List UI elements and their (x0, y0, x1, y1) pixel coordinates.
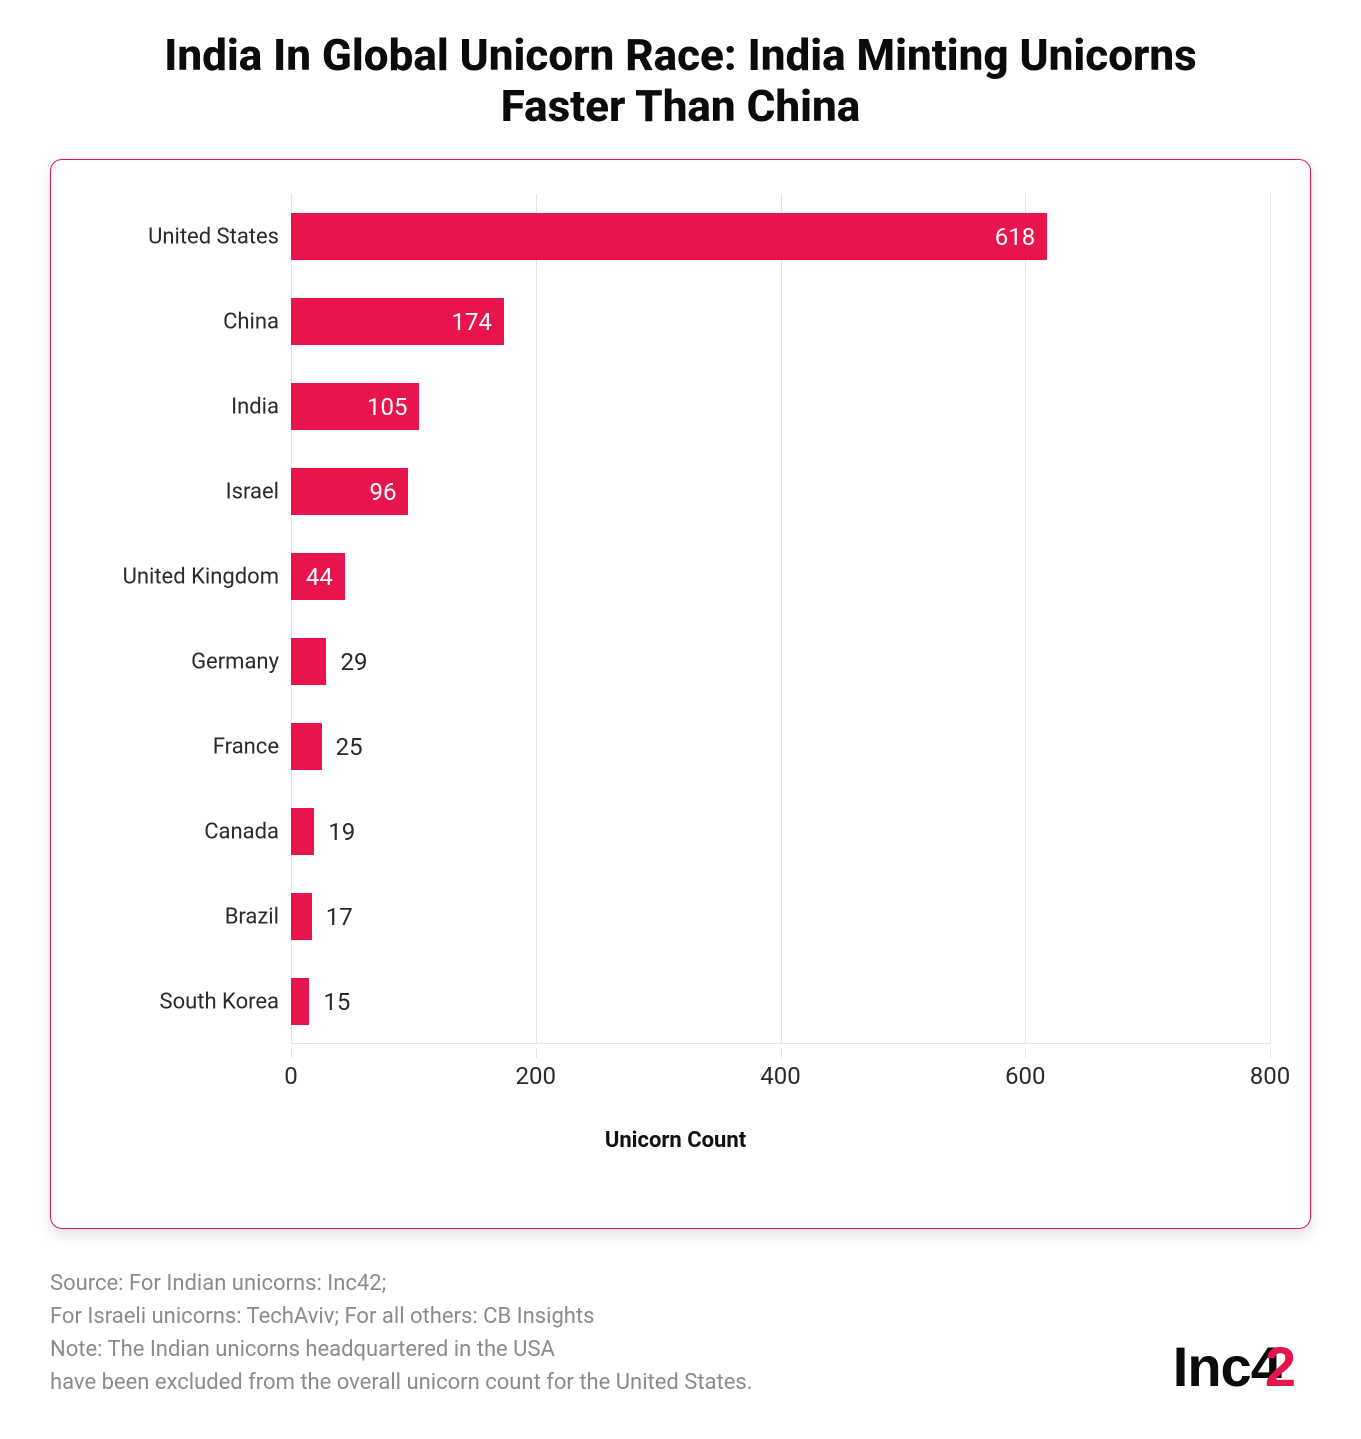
x-tick-label: 200 (516, 1062, 556, 1090)
x-tick (1025, 1048, 1026, 1058)
source-note: Source: For Indian unicorns: Inc42; For … (50, 1267, 753, 1399)
bar (291, 638, 326, 686)
y-axis-category-label: Canada (204, 819, 279, 844)
y-axis-category-label: Brazil (225, 904, 279, 929)
bar-value-label: 15 (323, 988, 350, 1016)
y-axis-category-label: Israel (226, 479, 279, 504)
plot-area-wrapper: United States China India Israel United King… (71, 194, 1280, 1114)
x-tick (536, 1048, 537, 1058)
y-axis-category-label: South Korea (160, 989, 279, 1014)
bar-value-label: 19 (328, 818, 355, 846)
y-axis-category-label: China (223, 309, 279, 334)
page-root: India In Global Unicorn Race: India Mint… (0, 0, 1361, 1439)
logo-two-wrap: 2 (1281, 1334, 1311, 1399)
x-tick-label: 600 (1005, 1062, 1045, 1090)
x-axis: 0200400600800 (291, 1044, 1270, 1114)
bar (291, 723, 322, 771)
bar-value-label: 44 (306, 563, 333, 591)
bar-value-label: 105 (367, 393, 407, 421)
bar-value-label: 96 (369, 478, 396, 506)
bar (291, 808, 314, 856)
gridline (1025, 194, 1026, 1044)
x-axis-label: Unicorn Count (71, 1128, 1280, 1153)
x-tick-label: 800 (1250, 1062, 1290, 1090)
y-axis-category-label: United States (148, 224, 279, 249)
gridline (781, 194, 782, 1044)
bar (291, 893, 312, 941)
x-tick (781, 1048, 782, 1058)
bar-value-label: 618 (995, 223, 1035, 251)
y-axis-labels: United States China India Israel United King… (71, 194, 291, 1044)
bar-value-label: 25 (336, 733, 363, 761)
bar-value-label: 29 (340, 648, 367, 676)
y-axis-category-label: United Kingdom (123, 564, 279, 589)
y-axis-category-label: France (213, 734, 279, 759)
chart-title: India In Global Unicorn Race: India Mint… (131, 30, 1231, 131)
chart-card: United States China India Israel United King… (50, 159, 1311, 1229)
x-tick (291, 1048, 292, 1058)
logo-prefix: Inc (1173, 1334, 1251, 1399)
x-tick-label: 400 (760, 1062, 800, 1090)
y-axis-category-label: India (231, 394, 279, 419)
bar (291, 978, 309, 1026)
logo-two: 2 (1265, 1335, 1295, 1398)
x-tick-label: 0 (284, 1062, 298, 1090)
bar-value-label: 17 (326, 903, 353, 931)
footer: Source: For Indian unicorns: Inc42; For … (50, 1267, 1311, 1399)
bar-value-label: 174 (451, 308, 491, 336)
y-axis-category-label: Germany (191, 649, 279, 674)
inc42-logo: Inc 4 2 (1173, 1334, 1311, 1399)
gridline (1270, 194, 1271, 1044)
gridline (536, 194, 537, 1044)
plot-area: 618 174 105 96 44 29 25 19 17 15 (291, 194, 1270, 1044)
bar (291, 213, 1047, 261)
x-tick (1270, 1048, 1271, 1058)
